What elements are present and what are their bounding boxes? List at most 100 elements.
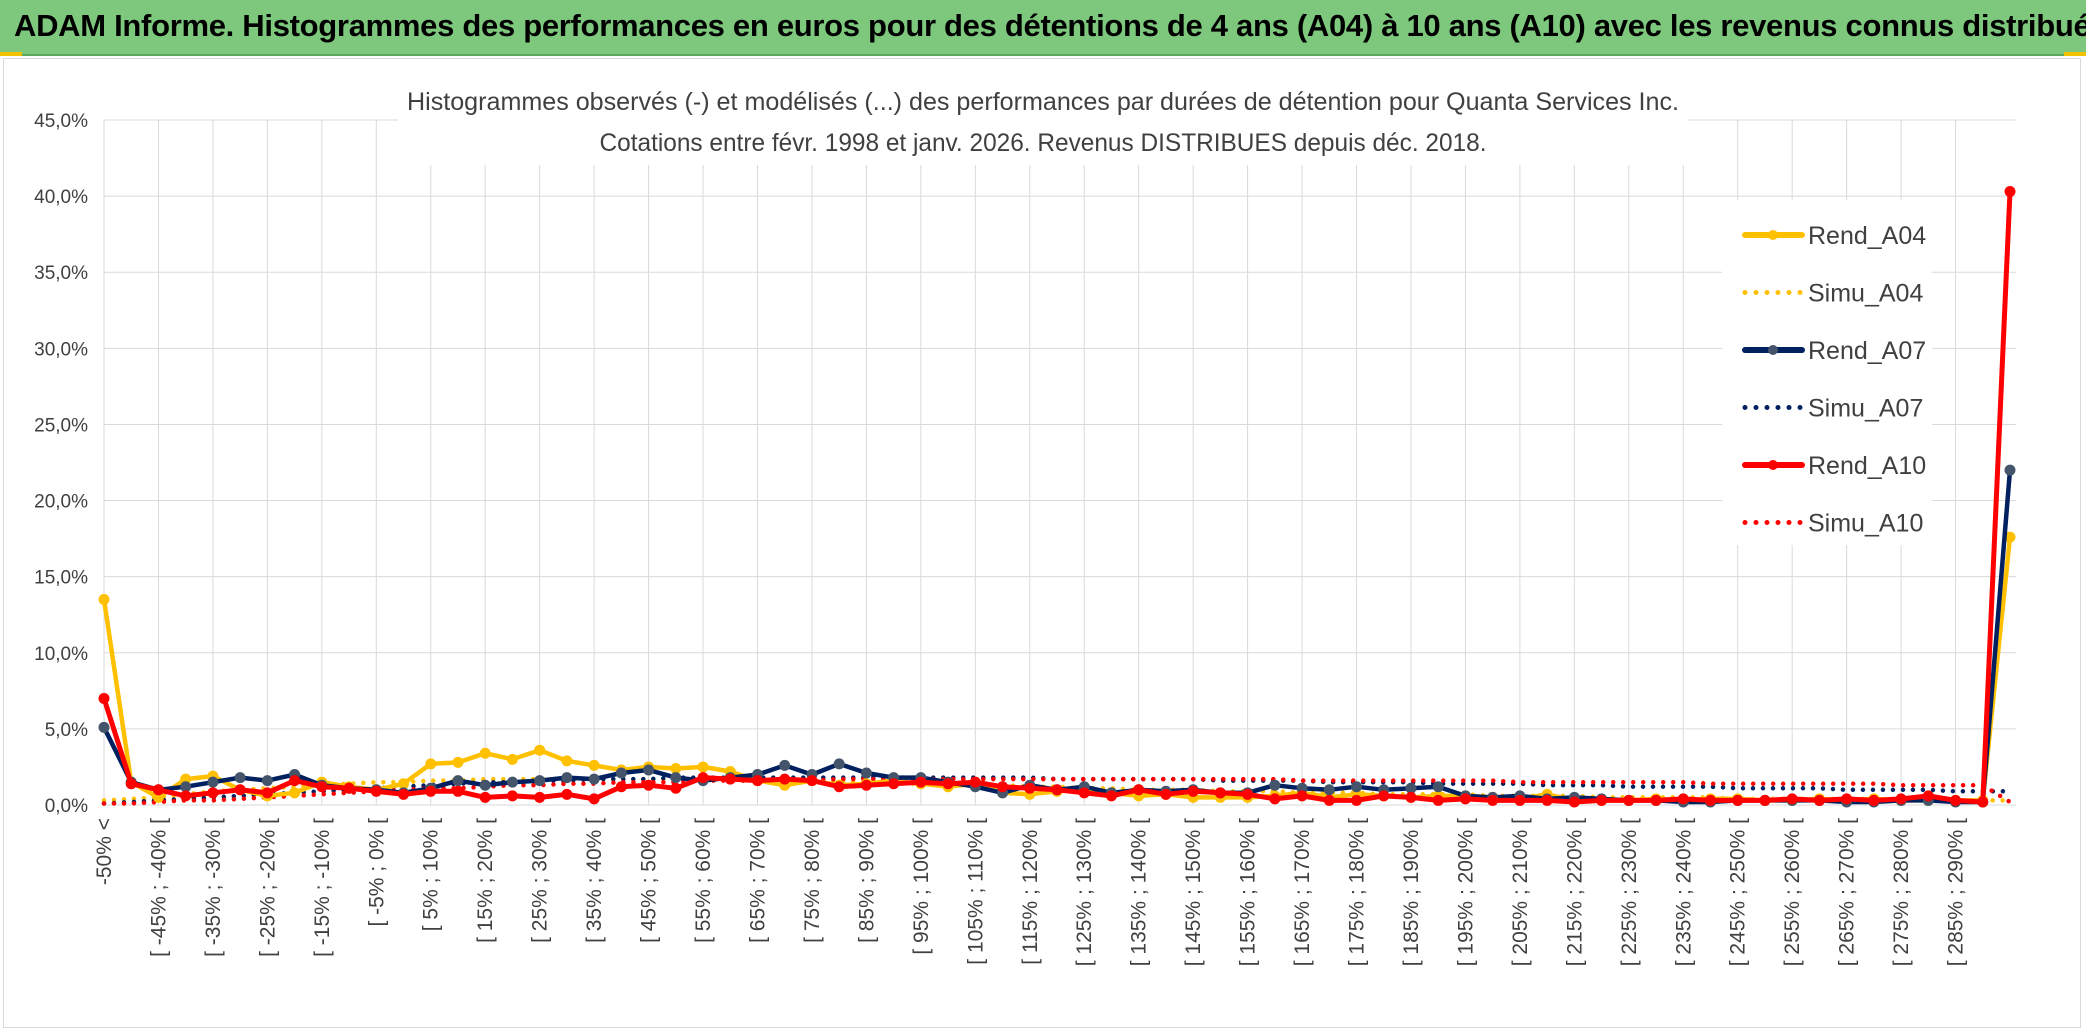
point-Rend_A10 xyxy=(915,776,927,788)
point-Rend_A10 xyxy=(1487,794,1499,806)
point-Rend_A07 xyxy=(588,773,600,785)
point-Rend_A10 xyxy=(1568,796,1580,808)
point-Rend_A04 xyxy=(289,787,301,799)
point-Rend_A10 xyxy=(125,778,137,790)
banner-accent-right xyxy=(2064,52,2086,56)
x-tick-label: [ 265% ; 270% [ xyxy=(1836,818,1859,966)
point-Rend_A10 xyxy=(888,778,900,790)
point-Rend_A10 xyxy=(1051,784,1063,796)
y-tick-label: 20,0% xyxy=(34,492,88,513)
legend-item-Simu_A07: Simu_A07 xyxy=(1742,395,1923,423)
point-Rend_A10 xyxy=(534,791,546,803)
series-Rend_A04 xyxy=(98,531,2016,806)
point-Rend_A10 xyxy=(615,781,627,793)
point-Rend_A07 xyxy=(452,775,464,787)
legend-label: Simu_A04 xyxy=(1808,280,1923,308)
point-Rend_A04 xyxy=(98,594,110,605)
point-Rend_A04 xyxy=(697,761,709,773)
point-Rend_A07 xyxy=(1269,779,1281,791)
legend-item-Simu_A04: Simu_A04 xyxy=(1742,280,1923,308)
point-Rend_A04 xyxy=(479,747,491,759)
series-layer xyxy=(98,186,2016,808)
point-Rend_A10 xyxy=(670,782,682,794)
x-tick-label: [ -25% ; -20% [ xyxy=(256,818,279,957)
point-Rend_A10 xyxy=(1541,794,1553,806)
point-Rend_A10 xyxy=(98,692,110,704)
point-Rend_A07 xyxy=(670,772,682,784)
point-Rend_A10 xyxy=(1351,794,1363,806)
point-Rend_A10 xyxy=(398,788,410,800)
point-Rend_A10 xyxy=(806,775,818,787)
y-tick-label: 40,0% xyxy=(34,187,88,208)
point-Rend_A10 xyxy=(289,775,301,787)
point-Rend_A10 xyxy=(479,791,491,803)
chart-subtitle: Cotations entre févr. 1998 et janv. 2026… xyxy=(600,129,1487,157)
banner-accent-left xyxy=(0,52,22,56)
x-tick-label: [ 25% ; 30% [ xyxy=(529,818,552,943)
legend-item-Rend_A10: Rend_A10 xyxy=(1742,452,1926,480)
y-tick-label: 0,0% xyxy=(45,796,88,817)
point-Rend_A07 xyxy=(506,776,518,788)
point-Rend_A07 xyxy=(833,758,845,770)
legend-label: Rend_A04 xyxy=(1808,222,1926,250)
point-Rend_A10 xyxy=(1133,784,1145,796)
point-Rend_A10 xyxy=(1432,794,1444,806)
x-tick-label: [ 215% ; 220% [ xyxy=(1563,818,1586,966)
point-Rend_A10 xyxy=(343,782,355,794)
y-tick-label: 15,0% xyxy=(34,568,88,589)
point-Rend_A10 xyxy=(1214,787,1226,799)
legend-label: Rend_A07 xyxy=(1808,337,1926,365)
point-Rend_A04 xyxy=(588,759,600,771)
point-Rend_A10 xyxy=(779,773,791,785)
x-tick-label: [ -35% ; -30% [ xyxy=(202,818,225,957)
legend-label: Simu_A10 xyxy=(1808,510,1923,538)
point-Rend_A10 xyxy=(1623,794,1635,806)
point-Rend_A10 xyxy=(1459,793,1471,805)
x-tick-label: [ 195% ; 200% [ xyxy=(1454,818,1477,966)
point-Rend_A10 xyxy=(1868,794,1880,806)
point-Rend_A10 xyxy=(997,781,1009,793)
y-tick-label: 45,0% xyxy=(34,111,88,132)
point-Rend_A10 xyxy=(1596,794,1608,806)
point-Rend_A10 xyxy=(207,787,219,799)
point-Rend_A10 xyxy=(561,788,573,800)
y-tick-label: 35,0% xyxy=(34,263,88,284)
x-tick-label: [ 125% ; 130% [ xyxy=(1073,818,1096,966)
point-Rend_A10 xyxy=(1323,794,1335,806)
chart-frame xyxy=(3,58,2081,1028)
point-Rend_A10 xyxy=(1296,790,1308,802)
point-Rend_A10 xyxy=(152,784,164,796)
point-Rend_A10 xyxy=(1242,788,1254,800)
x-tick-label: [ 165% ; 170% [ xyxy=(1291,818,1314,966)
x-tick-label: [ 35% ; 40% [ xyxy=(583,818,606,943)
legend-item-Simu_A10: Simu_A10 xyxy=(1742,510,1923,538)
point-Rend_A07 xyxy=(1432,781,1444,793)
point-Rend_A10 xyxy=(643,779,655,791)
x-tick-label: [ 275% ; 280% [ xyxy=(1890,818,1913,966)
point-Rend_A07 xyxy=(1351,781,1363,793)
legend-label: Simu_A07 xyxy=(1808,395,1923,423)
point-Rend_A10 xyxy=(370,785,382,797)
point-Rend_A10 xyxy=(1024,782,1036,794)
chart-title: Histogrammes observés (-) et modélisés (… xyxy=(407,88,1679,116)
point-Rend_A07 xyxy=(1323,784,1335,796)
point-Rend_A10 xyxy=(452,785,464,797)
x-tick-label: [ -5% ; 0% [ xyxy=(365,818,388,927)
x-tick-label: [ 145% ; 150% [ xyxy=(1182,818,1205,966)
point-Rend_A10 xyxy=(833,781,845,793)
point-Rend_A07 xyxy=(860,767,872,779)
point-Rend_A10 xyxy=(316,781,328,793)
x-tick-label: [ 175% ; 180% [ xyxy=(1346,818,1369,966)
legend-marker xyxy=(1768,230,1778,240)
point-Rend_A07 xyxy=(180,781,192,793)
point-Rend_A10 xyxy=(751,775,763,787)
x-tick-label: [ 5% ; 10% [ xyxy=(420,818,443,931)
point-Rend_A10 xyxy=(969,776,981,788)
point-Rend_A10 xyxy=(1895,793,1907,805)
point-Rend_A10 xyxy=(1269,793,1281,805)
point-Rend_A07 xyxy=(615,767,627,779)
point-Rend_A10 xyxy=(1378,790,1390,802)
x-tick-label: [ 255% ; 260% [ xyxy=(1781,818,1804,966)
point-Rend_A07 xyxy=(779,759,791,771)
point-Rend_A10 xyxy=(1813,794,1825,806)
